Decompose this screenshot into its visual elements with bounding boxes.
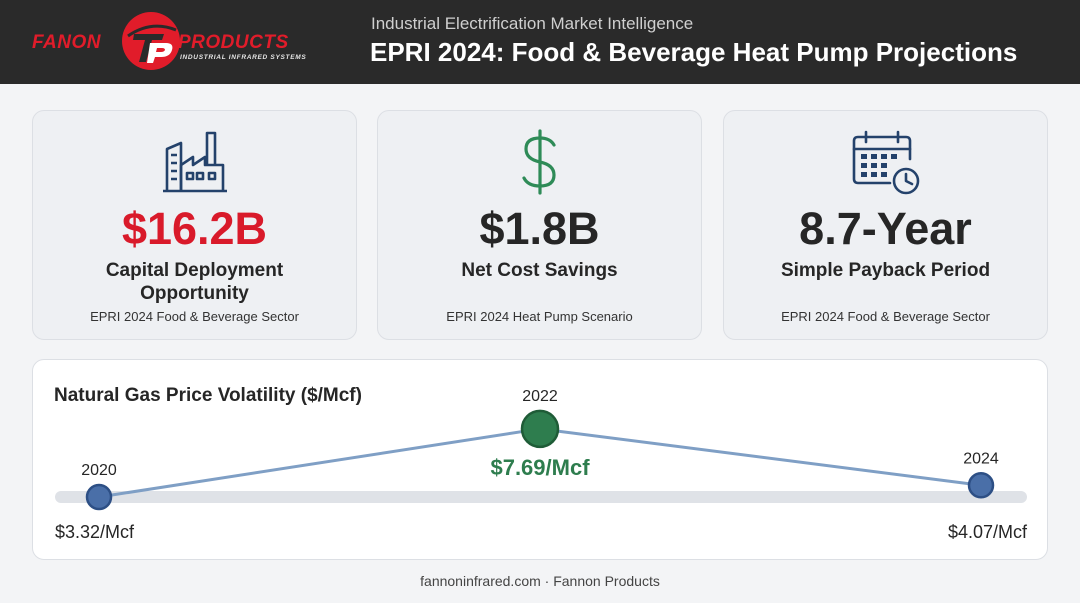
- data-point-2024: [967, 472, 995, 499]
- page-title: EPRI 2024: Food & Beverage Heat Pump Pro…: [370, 37, 1018, 67]
- timeline-track: [55, 491, 1027, 503]
- logo-word-left: FANON: [32, 32, 101, 53]
- stat-source: EPRI 2024 Food & Beverage Sector: [781, 309, 990, 324]
- stat-label: Capital Deployment Opportunity: [105, 260, 284, 304]
- stat-source: EPRI 2024 Food & Beverage Sector: [90, 309, 299, 324]
- stat-card-payback-period: 8.7-Year Simple Payback Period EPRI 2024…: [723, 110, 1048, 340]
- value-label: $4.07/Mcf: [948, 522, 1028, 542]
- data-point-2022: [520, 409, 560, 449]
- factory-icon: [162, 131, 227, 193]
- brand-logo[interactable]: FANON PRODUCTS INDUSTRIAL INFRARED SYSTE…: [28, 8, 318, 76]
- gas-price-chart-panel: Natural Gas Price Volatility ($/Mcf) 202…: [32, 359, 1048, 560]
- stat-label: Simple Payback Period: [780, 260, 991, 281]
- stat-card-capital-deployment: $16.2B Capital Deployment Opportunity EP…: [32, 110, 357, 340]
- value-label: $3.32/Mcf: [55, 522, 135, 542]
- header-bar: FANON PRODUCTS INDUSTRIAL INFRARED SYSTE…: [0, 0, 1080, 84]
- header-subtitle: Industrial Electrification Market Intell…: [371, 14, 694, 33]
- chart-title: Natural Gas Price Volatility ($/Mcf): [54, 385, 362, 406]
- logo-word-right: PRODUCTS: [178, 32, 289, 53]
- value-label: $7.69/Mcf: [490, 455, 590, 480]
- footer-credit: fannoninfrared.com · Fannon Products: [420, 573, 660, 589]
- logo-emblem-icon: [122, 12, 180, 70]
- calendar-clock-icon: [852, 130, 919, 195]
- year-label: 2020: [81, 462, 117, 479]
- stat-source: EPRI 2024 Heat Pump Scenario: [446, 309, 633, 324]
- data-point-2020: [85, 483, 113, 511]
- logo-tagline: INDUSTRIAL INFRARED SYSTEMS: [180, 54, 307, 61]
- dollar-icon: [521, 129, 556, 195]
- stat-value: 8.7-Year: [799, 203, 972, 254]
- stat-card-net-savings: $1.8B Net Cost Savings EPRI 2024 Heat Pu…: [377, 110, 702, 340]
- year-label: 2024: [963, 450, 999, 467]
- gas-price-chart: 2020 $3.32/Mcf 2022 $7.69/Mcf 2024 $4.07/Mcf: [55, 388, 1028, 542]
- year-label: 2022: [522, 388, 558, 405]
- stat-label: Net Cost Savings: [461, 260, 618, 281]
- stat-value: $16.2B: [121, 203, 268, 254]
- stat-value: $1.8B: [479, 203, 600, 254]
